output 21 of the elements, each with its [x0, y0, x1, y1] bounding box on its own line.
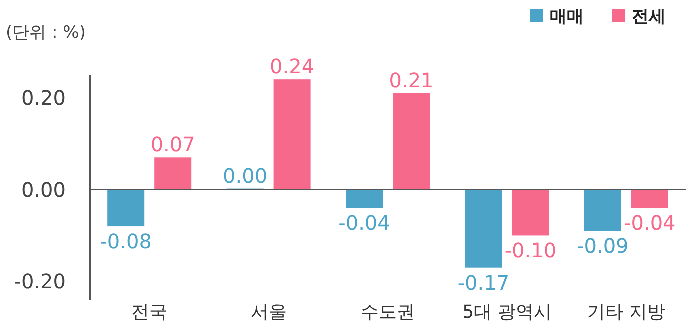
- x-tick-label: 전국: [132, 302, 168, 323]
- x-tick-label: 서울: [250, 302, 287, 323]
- data-label: 0.07: [150, 132, 196, 157]
- data-label: -0.04: [338, 211, 390, 236]
- y-tick-label: 0.20: [21, 86, 66, 110]
- y-tick-label: 0.00: [21, 178, 66, 202]
- data-label: -0.08: [100, 230, 152, 254]
- y-tick-label: -0.20: [14, 270, 66, 294]
- x-tick-label: 5대 광역시: [462, 302, 552, 323]
- data-label: 0.00: [223, 164, 268, 188]
- x-tick-label: 수도권: [361, 302, 415, 323]
- data-label: -0.04: [624, 211, 676, 236]
- text: (단위 : %): [6, 23, 86, 43]
- data-label: 0.21: [389, 68, 434, 92]
- data-label: -0.09: [577, 234, 629, 258]
- data-label: -0.17: [458, 270, 510, 295]
- data-label: -0.10: [504, 238, 557, 263]
- x-tick-label: 기타 지방: [588, 302, 666, 323]
- data-label: 0.24: [270, 54, 315, 79]
- legend-label: 전세: [632, 7, 666, 27]
- legend-label: 매매: [550, 7, 584, 27]
